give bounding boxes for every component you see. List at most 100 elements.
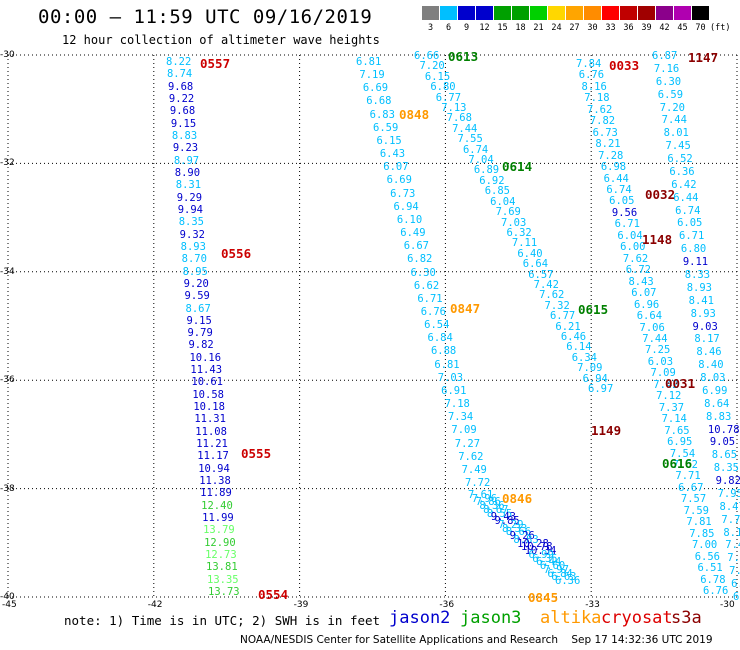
wave-height-value: 6.62: [413, 279, 440, 292]
wave-height-value: 6.30: [655, 75, 682, 88]
scale-label: 30: [587, 23, 598, 33]
pass-time-label: 0555: [241, 446, 272, 461]
wave-height-value: 6.59: [657, 88, 684, 101]
pass-time-label: 1148: [642, 232, 673, 247]
wave-height-value: 7.61: [468, 489, 494, 501]
wave-height-value: 9.15: [170, 117, 197, 130]
x-tick-label: -45: [2, 600, 17, 610]
wave-height-value: 7.71: [675, 470, 701, 483]
wave-height-value: 7.11: [511, 237, 538, 250]
wave-height-value: 6.91: [441, 384, 467, 397]
y-tick-label: -40: [0, 592, 15, 602]
wave-height-value: 6.72: [625, 264, 651, 277]
scale-swatch: [512, 6, 529, 20]
wave-height-value: 8.93: [690, 307, 716, 320]
scale-label: 6: [445, 23, 452, 33]
wave-height-value: 12.90: [204, 536, 236, 549]
wave-height-value: 8.40: [698, 359, 724, 372]
wave-height-value: 6.73: [390, 187, 416, 200]
wave-height-value: 6.81: [356, 56, 382, 68]
wave-height-value: 6.34: [571, 351, 597, 364]
wave-height-value: 6.80: [430, 81, 456, 94]
pass-time-label: 0554: [258, 587, 289, 602]
wave-height-value: 6.59: [373, 121, 399, 134]
wave-height-value: 8.93: [180, 240, 206, 253]
wave-height-value: 6.71: [679, 230, 705, 243]
wave-height-value: 6.98: [600, 161, 627, 174]
wave-height-value: 7.62: [458, 450, 484, 463]
wave-height-value: 7.16: [653, 62, 680, 75]
scale-swatch: [494, 6, 511, 20]
wave-height-value: 7.49: [461, 463, 487, 476]
wave-height-value: 6.03: [647, 355, 674, 368]
wave-height-value: 6.78: [700, 573, 726, 586]
wave-height-value: 7.09: [451, 424, 477, 437]
wave-height-value: 8.22: [166, 56, 192, 68]
wave-height-value: 7.86: [475, 496, 501, 509]
wave-height-value: 9.82: [715, 475, 740, 488]
wave-height-value: 6.82: [407, 253, 433, 266]
wave-height-value: 9.26: [509, 530, 535, 543]
wave-height-value: 7.14: [661, 413, 687, 426]
scale-swatch: [620, 6, 637, 20]
wave-height-value: 8.33: [502, 522, 528, 535]
wave-height-value: 6.89: [473, 164, 500, 177]
pass-time-label: 0614: [502, 159, 533, 174]
wave-height-value: 6.44: [536, 556, 562, 569]
wave-height-value: 9.94: [177, 203, 204, 216]
wave-height-value: 13.35: [207, 573, 239, 586]
wave-height-value: 9.68: [167, 80, 194, 93]
wave-height-value: 6.14: [566, 341, 592, 354]
wave-height-value: 6.85: [484, 185, 510, 198]
scale-swatch: [440, 6, 457, 20]
pass-time-label: 0616: [662, 456, 693, 471]
pass-time-label: 0556: [221, 246, 252, 261]
wave-height-value: 7.44: [661, 114, 687, 127]
wave-height-value: 6.94: [393, 200, 419, 213]
wave-height-value: 6.44: [673, 191, 699, 204]
y-tick-label: -38: [0, 483, 15, 494]
wave-height-value: 7.84: [576, 58, 602, 70]
scale-swatch: [638, 6, 655, 20]
wave-height-value: 9.59: [184, 290, 210, 303]
wave-height-value: 6.21: [555, 320, 581, 333]
wave-height-value: 9.11: [682, 256, 709, 269]
wave-height-value: 9.32: [179, 228, 205, 241]
wave-height-value: 8.33: [684, 268, 711, 281]
wave-height-value: 6.67: [403, 240, 429, 253]
wave-height-value: 6.05: [609, 195, 635, 208]
x-tick-label: -36: [439, 600, 455, 610]
wave-height-value: 10.34: [524, 545, 557, 558]
wave-height-value: 10.94: [198, 462, 230, 475]
wave-height-value: 8.41: [688, 294, 714, 307]
wave-height-value: 6.43: [379, 148, 406, 161]
wave-height-value: 11.08: [195, 425, 227, 438]
wave-height-value: 8.47: [719, 500, 740, 513]
wave-height-value: 7.32: [544, 299, 570, 312]
wave-height-value: 7.42: [533, 278, 559, 291]
wave-height-value: 7.82: [589, 115, 616, 128]
wave-height-value: 6.64: [522, 258, 549, 271]
wave-height-value: 6.76: [420, 305, 447, 318]
y-tick-label: -32: [0, 158, 15, 169]
wave-height-value: 11.31: [194, 413, 226, 426]
wave-height-value: 8.66: [505, 526, 532, 539]
satellite-legend-item: jason2: [389, 608, 451, 628]
scale-label: 33: [605, 23, 616, 33]
wave-height-value: 6.42: [671, 178, 697, 191]
pass-time-label: 0845: [528, 590, 559, 605]
wave-height-value: 12.73: [205, 549, 237, 562]
wave-height-value: 7.03: [437, 371, 464, 384]
wave-height-value: 7.06: [639, 321, 665, 334]
wave-height-value: 6.71: [614, 218, 640, 231]
wave-height-value: 7.29: [498, 518, 524, 531]
wave-height-value: 6.57: [528, 268, 554, 281]
wave-height-value: 8.93: [686, 281, 712, 294]
scale-swatch: [422, 6, 439, 20]
wave-height-value: 7.28: [598, 149, 624, 162]
wave-height-value: 6.04: [617, 229, 643, 242]
scale-swatch: [476, 6, 493, 20]
wave-height-value: 7.03: [501, 216, 527, 229]
wave-height-value: 6.36: [669, 165, 695, 178]
